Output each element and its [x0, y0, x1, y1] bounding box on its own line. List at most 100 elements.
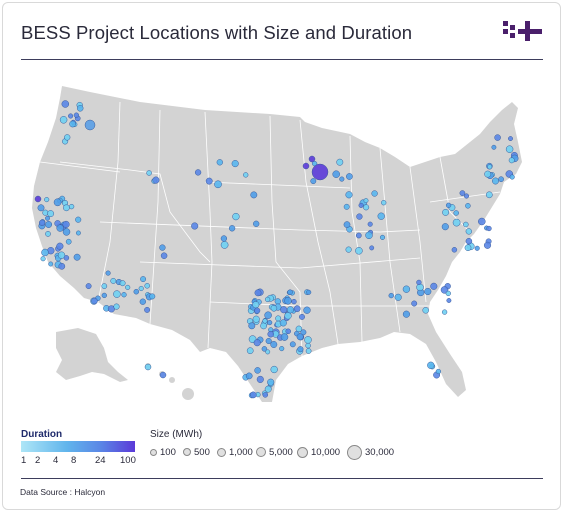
project-marker: [205, 177, 213, 185]
duration-tick: 2: [35, 455, 41, 466]
project-marker: [191, 222, 199, 230]
project-marker: [270, 305, 278, 312]
project-marker: [216, 159, 223, 166]
project-marker: [160, 252, 168, 259]
project-marker: [284, 312, 292, 320]
project-marker: [388, 292, 394, 299]
project-marker: [232, 212, 240, 221]
land-shapes: [32, 86, 522, 402]
project-marker: [220, 235, 228, 242]
project-marker: [69, 120, 76, 128]
project-marker: [355, 232, 362, 239]
project-marker: [253, 220, 260, 227]
size-circle-icon: [347, 444, 362, 460]
project-marker: [440, 286, 449, 294]
project-marker: [62, 228, 71, 236]
project-marker: [369, 245, 375, 251]
project-marker: [302, 162, 310, 170]
project-marker: [76, 105, 84, 112]
project-marker: [119, 280, 126, 287]
project-marker: [379, 234, 386, 240]
size-circle-icon: [217, 447, 226, 457]
project-marker: [424, 287, 432, 296]
project-marker: [459, 190, 466, 196]
project-marker: [345, 191, 353, 199]
project-marker: [300, 329, 307, 336]
project-marker: [442, 208, 450, 216]
project-marker: [73, 112, 80, 118]
project-marker: [371, 190, 378, 197]
size-circle-icon: [297, 446, 308, 458]
project-marker: [245, 372, 253, 380]
project-marker: [441, 309, 448, 315]
duration-ticks: 1 2 4 8 24 100: [21, 455, 139, 467]
size-label: 5,000: [269, 446, 293, 458]
project-marker: [144, 283, 150, 289]
size-legend-item: 30,000: [347, 442, 394, 462]
project-marker: [453, 210, 459, 216]
project-marker: [365, 231, 373, 240]
project-marker: [265, 337, 272, 345]
project-marker: [483, 241, 492, 249]
duration-tick: 4: [53, 455, 59, 466]
duration-tick: 100: [120, 455, 136, 466]
project-marker: [254, 289, 262, 297]
project-marker: [274, 298, 281, 305]
project-marker: [101, 283, 108, 289]
project-marker: [139, 298, 146, 305]
size-legend-item: 5,000: [256, 442, 293, 462]
size-circle-icon: [183, 448, 191, 456]
project-marker: [509, 174, 515, 180]
project-marker: [73, 253, 81, 261]
size-circle-icon: [150, 448, 157, 456]
project-marker: [430, 282, 438, 290]
project-marker: [465, 237, 473, 245]
page-title: BESS Project Locations with Size and Dur…: [21, 22, 413, 43]
project-marker: [275, 315, 282, 322]
project-marker: [464, 244, 472, 252]
project-marker: [53, 198, 62, 207]
project-marker: [152, 176, 160, 184]
project-marker: [445, 290, 451, 297]
project-marker: [411, 300, 418, 307]
title-divider: [21, 59, 543, 60]
project-marker: [305, 348, 312, 354]
project-marker: [252, 315, 260, 323]
state-borders: [39, 101, 501, 357]
project-marker: [279, 319, 287, 327]
project-marker: [144, 363, 152, 371]
project-marker: [508, 157, 515, 164]
project-marker: [279, 346, 285, 352]
size-legend-title: Size (MWh): [150, 429, 203, 440]
project-marker: [61, 100, 70, 108]
project-marker: [267, 378, 275, 386]
project-marker: [91, 297, 98, 305]
project-marker: [159, 244, 166, 251]
size-legend-item: 500: [183, 442, 210, 462]
project-marker: [308, 155, 316, 163]
project-marker: [133, 288, 140, 295]
project-marker: [270, 365, 278, 374]
project-marker: [297, 346, 304, 353]
project-marker: [68, 203, 75, 210]
project-marker: [363, 204, 370, 211]
project-marker: [339, 176, 345, 182]
project-marker: [463, 193, 470, 199]
project-marker: [498, 176, 504, 183]
project-marker: [402, 310, 410, 318]
project-marker: [40, 256, 46, 262]
project-marker: [422, 307, 429, 314]
project-marker: [363, 198, 369, 204]
project-marker: [264, 296, 271, 303]
project-marker: [465, 228, 472, 235]
project-marker: [121, 292, 127, 298]
project-marker: [296, 333, 304, 341]
project-marker: [113, 303, 120, 310]
project-marker: [262, 318, 268, 324]
project-marker: [445, 202, 452, 208]
project-marker: [270, 341, 278, 348]
project-marker: [262, 392, 269, 398]
project-points: [34, 100, 519, 399]
project-marker: [138, 285, 144, 292]
project-marker: [45, 231, 51, 237]
